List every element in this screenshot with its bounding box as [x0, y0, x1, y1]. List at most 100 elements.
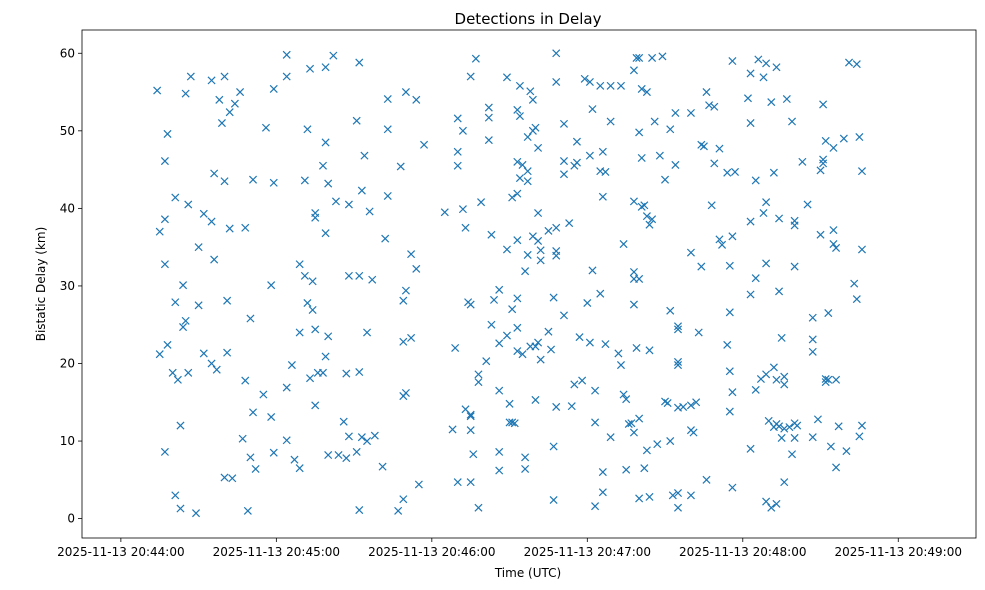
- data-point: [466, 300, 475, 309]
- data-point: [813, 415, 822, 424]
- data-point: [414, 480, 423, 489]
- data-point: [725, 261, 734, 270]
- data-point: [725, 407, 734, 416]
- data-point: [622, 465, 631, 474]
- data-point: [355, 368, 364, 377]
- x-tick-label: 2025-11-13 20:49:00: [835, 545, 962, 559]
- data-point: [451, 343, 460, 353]
- data-point: [787, 117, 797, 126]
- data-point: [834, 422, 843, 431]
- data-point: [396, 162, 405, 171]
- data-point: [598, 147, 607, 156]
- data-point: [401, 388, 410, 397]
- data-point: [598, 468, 607, 477]
- data-point: [767, 98, 776, 107]
- data-point: [448, 425, 457, 434]
- data-point: [352, 116, 361, 125]
- data-point: [513, 189, 522, 198]
- data-point: [176, 421, 185, 430]
- data-point: [508, 418, 517, 427]
- data-point: [780, 372, 789, 381]
- data-point: [407, 333, 416, 342]
- data-point: [653, 440, 662, 449]
- data-point: [344, 200, 353, 209]
- data-point: [632, 343, 641, 353]
- data-point: [559, 311, 569, 320]
- data-point: [808, 335, 817, 344]
- data-point: [363, 328, 372, 337]
- data-point: [528, 95, 537, 104]
- data-point: [487, 320, 496, 329]
- data-point: [306, 64, 315, 73]
- data-point: [181, 316, 190, 325]
- data-point: [588, 105, 597, 114]
- data-point: [759, 209, 768, 218]
- data-point: [163, 129, 172, 138]
- data-point: [228, 474, 237, 483]
- data-point: [526, 87, 535, 96]
- data-point: [466, 410, 475, 419]
- data-point: [334, 450, 343, 460]
- data-point: [466, 72, 475, 81]
- data-point: [342, 369, 351, 378]
- data-point: [365, 207, 374, 216]
- data-point: [798, 157, 807, 166]
- data-point: [583, 298, 592, 308]
- data-point: [565, 219, 574, 228]
- data-point: [536, 256, 545, 265]
- data-point: [269, 448, 278, 457]
- data-point: [412, 95, 421, 104]
- data-point: [855, 133, 864, 142]
- data-point: [642, 446, 651, 455]
- data-point: [238, 434, 247, 443]
- data-point: [723, 168, 732, 177]
- data-point: [775, 214, 784, 223]
- data-point: [547, 345, 556, 354]
- data-point: [502, 245, 511, 254]
- data-point: [324, 450, 333, 460]
- data-point: [321, 352, 330, 361]
- data-point: [246, 314, 255, 323]
- data-point: [544, 226, 553, 235]
- data-point: [751, 385, 760, 394]
- data-points: [153, 49, 867, 518]
- x-tick-label: 2025-11-13 20:46:00: [368, 545, 495, 559]
- data-point: [324, 179, 333, 188]
- data-point: [549, 495, 558, 505]
- data-point: [857, 245, 867, 254]
- data-point: [616, 81, 626, 90]
- data-point: [508, 305, 517, 314]
- data-point: [624, 419, 633, 429]
- data-point: [616, 361, 626, 370]
- data-point: [673, 322, 683, 331]
- data-point: [508, 193, 517, 202]
- data-point: [311, 209, 320, 218]
- data-point: [767, 503, 776, 512]
- data-point: [673, 357, 683, 366]
- data-point: [702, 88, 711, 97]
- data-point: [153, 86, 162, 95]
- data-point: [267, 412, 276, 422]
- data-point: [207, 359, 216, 368]
- data-point: [502, 73, 511, 82]
- data-point: [523, 250, 532, 259]
- data-point: [474, 503, 483, 512]
- data-point: [782, 95, 791, 104]
- data-point: [728, 56, 737, 66]
- data-point: [399, 337, 408, 346]
- data-point: [199, 349, 208, 358]
- data-point: [521, 267, 530, 276]
- data-point: [282, 72, 291, 81]
- data-point: [790, 262, 799, 271]
- data-point: [303, 298, 312, 308]
- data-point: [808, 433, 817, 442]
- data-point: [852, 60, 861, 69]
- data-point: [184, 200, 193, 209]
- data-point: [637, 84, 646, 93]
- data-point: [458, 126, 467, 135]
- data-point: [629, 300, 638, 309]
- data-point: [559, 170, 569, 179]
- data-point: [710, 102, 719, 111]
- data-point: [453, 147, 462, 156]
